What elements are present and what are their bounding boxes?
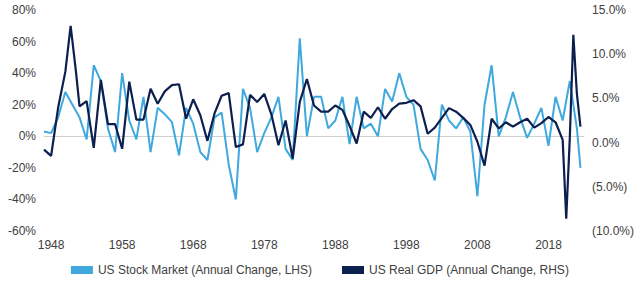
svg-text:1988: 1988	[322, 238, 349, 252]
svg-text:US Real GDP (Annual Change, RH: US Real GDP (Annual Change, RHS)	[369, 263, 569, 277]
svg-text:2018: 2018	[535, 238, 562, 252]
svg-text:10.0%: 10.0%	[592, 47, 626, 61]
svg-text:60%: 60%	[12, 35, 36, 49]
svg-text:80%: 80%	[12, 3, 36, 17]
svg-text:(5.0%): (5.0%)	[592, 180, 627, 194]
svg-text:-60%: -60%	[8, 224, 36, 238]
svg-text:15.0%: 15.0%	[592, 3, 626, 17]
svg-text:20%: 20%	[12, 98, 36, 112]
svg-text:5.0%: 5.0%	[592, 91, 620, 105]
svg-text:0.0%: 0.0%	[592, 136, 620, 150]
svg-text:US Stock Market (Annual Change: US Stock Market (Annual Change, LHS)	[98, 263, 312, 277]
svg-text:0%: 0%	[19, 129, 37, 143]
svg-text:40%: 40%	[12, 66, 36, 80]
svg-text:1948: 1948	[38, 238, 65, 252]
svg-text:-20%: -20%	[8, 161, 36, 175]
svg-text:-40%: -40%	[8, 192, 36, 206]
svg-text:2008: 2008	[464, 238, 491, 252]
svg-text:1978: 1978	[251, 238, 278, 252]
svg-text:(10.0%): (10.0%)	[592, 224, 634, 238]
svg-text:1968: 1968	[180, 238, 207, 252]
svg-text:1958: 1958	[109, 238, 136, 252]
svg-text:1998: 1998	[393, 238, 420, 252]
